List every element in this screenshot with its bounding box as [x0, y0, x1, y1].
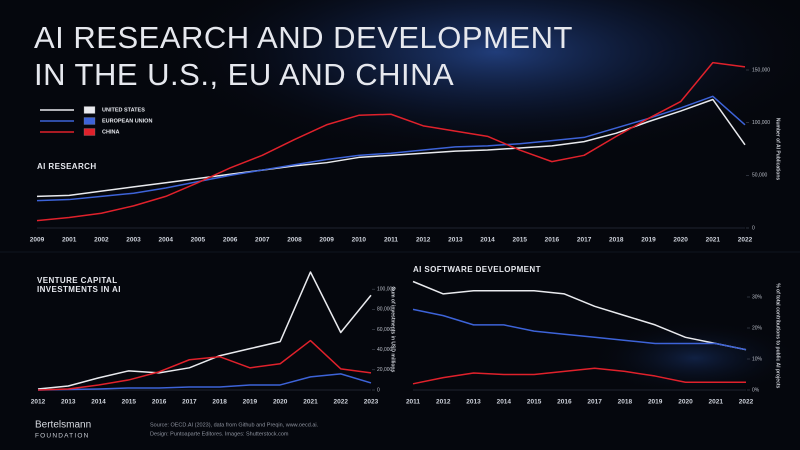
x-tick-label: 2021	[303, 399, 318, 406]
data-line	[36, 95, 746, 202]
chart-title: AI RESEARCH	[37, 162, 97, 171]
data-line	[412, 280, 747, 351]
legend-flag	[83, 106, 96, 114]
chart-title: AI SOFTWARE DEVELOPMENT	[413, 265, 541, 274]
x-tick-label: 2014	[497, 399, 512, 406]
x-tick-label: 2014	[480, 237, 495, 244]
x-tick-label: 2003	[126, 237, 141, 244]
x-tick-label: 2018	[609, 237, 624, 244]
x-tick-label: 2019	[243, 399, 258, 406]
x-tick-label: 2002	[94, 237, 109, 244]
y-tick-label: 100,000	[752, 120, 770, 126]
x-tick-label: 2013	[448, 237, 463, 244]
x-tick-label: 2018	[618, 399, 633, 406]
y-tick-label: 0	[377, 387, 380, 393]
y-tick-label: 60,000	[377, 327, 393, 333]
chart-title: VENTURE CAPITAL	[37, 276, 118, 285]
data-line	[36, 98, 746, 198]
x-tick-label: 2020	[273, 399, 288, 406]
x-tick-label: 2012	[436, 399, 451, 406]
x-tick-label: 2009	[30, 237, 45, 244]
x-tick-label: 2020	[678, 399, 693, 406]
main-title: AI RESEARCH AND DEVELOPMENT	[34, 20, 573, 55]
y-axis-label: Number of AI Publications	[775, 118, 781, 181]
y-tick-label: 20%	[752, 325, 763, 331]
legend-label: UNITED STATES	[102, 107, 145, 113]
data-line	[36, 61, 746, 222]
y-tick-label: 10%	[752, 356, 763, 362]
x-tick-label: 2022	[738, 237, 753, 244]
x-tick-label: 2004	[158, 237, 173, 244]
x-tick-label: 2007	[255, 237, 270, 244]
x-tick-label: 2011	[384, 237, 398, 244]
y-axis-label: % of total contributions to public AI pr…	[775, 283, 781, 388]
source-note: Design: Puntoaparte Editores. Images: Sh…	[150, 431, 289, 437]
logo: FOUNDATION	[35, 433, 90, 440]
x-tick-label: 2010	[352, 237, 367, 244]
x-tick-label: 2012	[416, 237, 431, 244]
x-tick-label: 2022	[333, 399, 348, 406]
x-tick-label: 2017	[182, 399, 197, 406]
data-line	[412, 367, 746, 385]
y-tick-label: 100,000	[377, 286, 395, 292]
y-tick-label: 40,000	[377, 347, 393, 353]
x-tick-label: 2013	[61, 399, 76, 406]
x-tick-label: 2019	[648, 399, 663, 406]
x-tick-label: 2009	[319, 237, 334, 244]
y-tick-label: 0	[752, 225, 755, 231]
x-tick-label: 2014	[91, 399, 106, 406]
x-tick-label: 2021	[706, 237, 721, 244]
data-line	[37, 373, 372, 391]
x-tick-label: 2013	[466, 399, 481, 406]
x-tick-label: 2019	[641, 237, 656, 244]
x-tick-label: 2016	[152, 399, 167, 406]
y-tick-label: 30%	[752, 294, 763, 300]
y-tick-label: 0%	[752, 387, 760, 393]
x-tick-label: 2006	[223, 237, 238, 244]
x-tick-label: 2017	[577, 237, 592, 244]
x-tick-label: 2015	[122, 399, 137, 406]
legend-flag	[83, 117, 96, 125]
main-title: IN THE U.S., EU AND CHINA	[34, 57, 454, 92]
y-tick-label: 150,000	[752, 67, 770, 73]
background-glow	[380, 250, 800, 400]
x-tick-label: 2015	[527, 399, 542, 406]
x-tick-label: 2020	[673, 237, 688, 244]
legend-label: CHINA	[102, 129, 119, 135]
y-tick-label: 20,000	[377, 367, 393, 373]
y-tick-label: 80,000	[377, 307, 393, 313]
data-line	[412, 308, 747, 351]
data-line	[37, 271, 372, 390]
chart-title: INVESTMENTS IN AI	[37, 285, 121, 294]
y-tick-label: 50,000	[752, 173, 768, 179]
x-tick-label: 2012	[31, 399, 46, 406]
source-note: Source: OECD.AI (2023), data from Github…	[150, 422, 319, 428]
x-tick-label: 2023	[364, 399, 379, 406]
y-axis-label: Sum of investments in USD millions	[390, 287, 396, 373]
background-glow	[0, 0, 800, 260]
data-line	[37, 339, 372, 391]
x-tick-label: 2005	[191, 237, 206, 244]
x-tick-label: 2017	[587, 399, 602, 406]
x-tick-label: 2022	[739, 399, 754, 406]
x-tick-label: 2008	[287, 237, 302, 244]
x-tick-label: 2001	[62, 237, 77, 244]
logo: Bertelsmann	[35, 420, 91, 431]
x-tick-label: 2016	[557, 399, 572, 406]
legend-label: EUROPEAN UNION	[102, 118, 152, 124]
x-tick-label: 2018	[212, 399, 227, 406]
x-tick-label: 2011	[406, 399, 420, 406]
x-tick-label: 2015	[512, 237, 527, 244]
x-tick-label: 2021	[708, 399, 723, 406]
x-tick-label: 2016	[545, 237, 560, 244]
legend-flag	[83, 128, 96, 136]
